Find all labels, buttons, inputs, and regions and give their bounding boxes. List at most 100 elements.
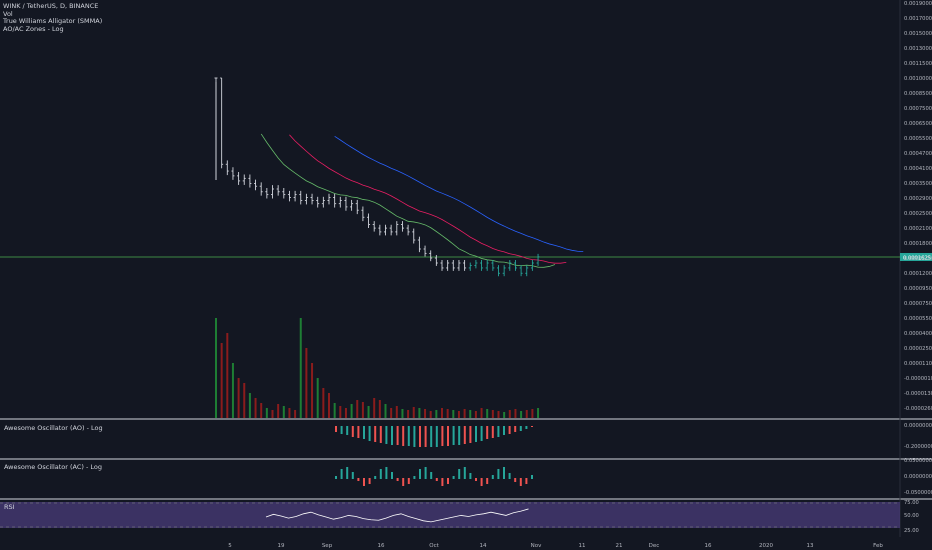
volume-bar [356, 400, 359, 418]
volume-bar [384, 404, 387, 418]
volume-bar [424, 409, 427, 418]
current-price-tag [900, 253, 932, 261]
volume-bar [328, 393, 330, 418]
ao-tick-label: 0.0000000 [904, 423, 932, 429]
price-tick-label: 0.0019000 [904, 1, 932, 7]
zones-legend[interactable]: AO/AC Zones - Log [3, 24, 64, 33]
ac-bar [407, 478, 410, 484]
price-tick-label: 0.0001200 [904, 271, 932, 277]
price-tick-label: 0.0011500 [904, 61, 932, 67]
volume-bar [480, 408, 483, 418]
ac-bar [379, 469, 382, 479]
price-tick-label: 0.0000400 [904, 331, 932, 337]
volume-bar [254, 398, 257, 418]
volume-bar [378, 400, 381, 418]
volume-bar [260, 403, 263, 418]
price-tick-label: 0.0004700 [904, 151, 932, 157]
volume-bar [537, 408, 540, 418]
volume-bar [401, 409, 404, 418]
ao-bar [402, 426, 405, 446]
price-tick-label: 0.0003500 [904, 181, 932, 187]
ac-bar [519, 478, 522, 486]
ao-bar [447, 426, 449, 446]
ac-bar [385, 467, 388, 479]
rsi-tick-label: 25.00 [904, 528, 919, 534]
volume-bar [474, 411, 477, 418]
price-tick-label: 0.0002100 [904, 226, 932, 232]
volume-bar [503, 412, 506, 418]
ac-bar [363, 478, 365, 486]
rsi-axis[interactable]: 75.00 50.00 25.00 [904, 500, 919, 534]
volume-bar [288, 408, 291, 418]
price-tick-label: 0.0017000 [904, 16, 932, 22]
volume-bar [316, 378, 319, 418]
volume-bar [243, 383, 246, 418]
rsi-background-band [0, 502, 900, 528]
ao-bar [475, 426, 477, 442]
ao-pane-title[interactable]: Awesome Oscillator (AO) - Log [4, 424, 103, 432]
price-tick-label: 0.0001800 [904, 241, 932, 247]
volume-bar [237, 378, 240, 418]
time-tick-label: Sep [322, 543, 333, 549]
ac-pane-title[interactable]: Awesome Oscillator (AC) - Log [4, 463, 103, 471]
price-tick-label: 0.0008500 [904, 91, 932, 97]
ao-bar [480, 426, 483, 441]
rsi-pane-title[interactable]: RSI [4, 503, 15, 511]
ac-bar [452, 476, 455, 479]
volume-bar [299, 318, 302, 418]
ao-bar [486, 426, 489, 439]
volume-bar [395, 406, 398, 418]
price-candles [214, 77, 540, 277]
ao-bar [525, 426, 528, 429]
price-tick-label: 0.0002900 [904, 196, 932, 202]
volume-legend[interactable]: Vol [3, 9, 13, 18]
ac-bar [368, 478, 371, 484]
ao-bar [469, 426, 472, 443]
ao-bar [458, 426, 461, 445]
ac-bar [514, 478, 517, 482]
price-tick-label: 0.0015000 [904, 31, 932, 37]
ac-bar [351, 472, 354, 479]
rsi-series-line [265, 508, 529, 523]
time-tick-label: Dec [649, 543, 660, 549]
ac-tick-label: 0.0000000 [904, 474, 932, 480]
ao-bar [335, 426, 337, 432]
ac-bar [486, 478, 489, 484]
symbol-legend[interactable]: WINK / TetherUS, D, BINANCE Vol True Wil… [3, 2, 103, 33]
volume-bar [463, 409, 466, 418]
time-tick-label: 16 [705, 543, 712, 549]
volume-bar [271, 410, 274, 418]
volume-bar [215, 318, 217, 418]
price-tick-label: -0.0000010 [904, 376, 932, 382]
time-tick-label: 2020 [759, 543, 773, 549]
volume-bar [248, 393, 251, 418]
ac-bar [396, 478, 399, 481]
price-tick-label: 0.0004100 [904, 166, 932, 172]
time-axis[interactable]: 5 19 Sep 16 Oct 14 Nov 11 21 Dec 16 2020 13 Feb [228, 543, 883, 549]
volume-bar [367, 406, 370, 418]
ac-bar [503, 467, 505, 479]
ao-bar [340, 426, 343, 434]
current-price-label: 0.0001625 [903, 256, 931, 262]
ao-axis[interactable]: 0.0000000 -0.2000000 [904, 423, 932, 450]
time-tick-label: 19 [278, 543, 285, 549]
ac-bar [335, 476, 337, 479]
time-tick-label: 21 [616, 543, 623, 549]
ao-bar [391, 426, 393, 445]
volume-bar [305, 348, 308, 418]
ac-axis[interactable]: 0.0500000 0.0000000 -0.0500000 [904, 458, 932, 496]
ac-bar [508, 473, 511, 479]
time-tick-label: 14 [480, 543, 487, 549]
alligator-legend[interactable]: True Williams Alligator (SMMA) [3, 17, 103, 25]
ac-bar [374, 476, 377, 479]
volume-bar [486, 409, 489, 418]
price-axis[interactable]: 0.0019000 0.0017000 0.0015000 0.0013000 0.00… [904, 1, 932, 412]
ac-bar [497, 469, 500, 479]
volume-bar [452, 410, 455, 418]
ao-bar [413, 426, 416, 447]
symbol-title[interactable]: WINK / TetherUS, D, BINANCE [3, 2, 99, 10]
alligator-jaw-line [334, 135, 584, 253]
volume-bar [361, 402, 364, 418]
price-tick-label: 0.0000750 [904, 301, 932, 307]
